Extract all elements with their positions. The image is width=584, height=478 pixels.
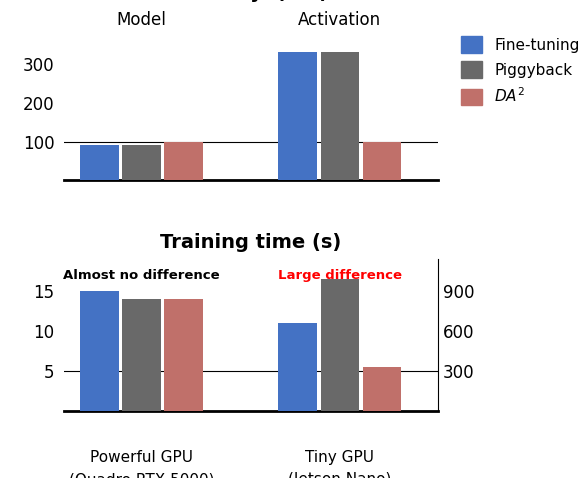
Bar (321, 52, 359, 180)
Bar (164, 299, 203, 411)
Bar (363, 141, 401, 180)
Text: (Quadro RTX 5000): (Quadro RTX 5000) (68, 472, 214, 478)
Text: Activation: Activation (298, 11, 381, 29)
Text: (Jetson Nano): (Jetson Nano) (288, 472, 392, 478)
Bar (363, 367, 401, 411)
Text: Almost no difference: Almost no difference (63, 269, 220, 282)
Bar (164, 141, 203, 180)
Title: Training time (s): Training time (s) (161, 233, 342, 252)
Bar (321, 279, 359, 411)
Bar (80, 145, 119, 180)
Bar (122, 299, 161, 411)
Text: Tiny GPU: Tiny GPU (305, 450, 374, 465)
Title: Memory  (MB): Memory (MB) (174, 0, 328, 2)
Bar (80, 291, 119, 411)
Legend: Fine-tuning, Piggyback, $DA^2$: Fine-tuning, Piggyback, $DA^2$ (461, 36, 579, 105)
Text: Powerful GPU: Powerful GPU (90, 450, 193, 465)
Text: Model: Model (116, 11, 166, 29)
Bar (279, 52, 317, 180)
Bar (279, 323, 317, 411)
Bar (122, 145, 161, 180)
Text: Large difference: Large difference (278, 269, 402, 282)
